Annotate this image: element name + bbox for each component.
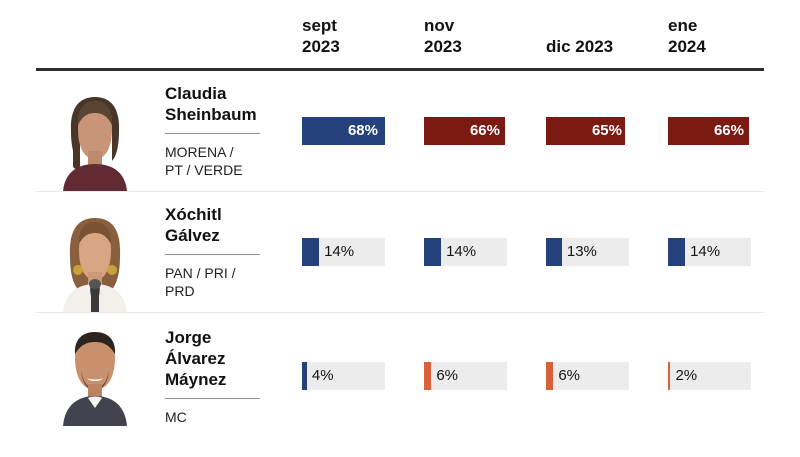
candidate-info: Claudia Sheinbaum MORENA / PT / VERDE: [165, 83, 302, 179]
poll-value-label: 13%: [566, 243, 597, 260]
candidate-row-galvez: Xóchitl Gálvez PAN / PRI / PRD 14% 14% 1…: [36, 192, 764, 313]
candidate-info: Jorge Álvarez Máynez MC: [165, 327, 302, 426]
poll-bar-maynez-sept-2023: 4%: [302, 362, 424, 390]
poll-bar-galvez-dic-2023: 13%: [546, 238, 668, 266]
poll-bar-sheinbaum-dic-2023: 65%: [546, 117, 668, 145]
poll-value-label: 2%: [675, 367, 698, 384]
name-underline: [165, 133, 260, 134]
candidate-party-line: PRD: [165, 283, 195, 299]
poll-value-label: 6%: [558, 367, 580, 384]
poll-value-label: 65%: [591, 122, 622, 139]
column-header-ene-2024: ene 2024: [668, 16, 706, 56]
candidate-row-maynez: Jorge Álvarez Máynez MC 4% 6% 6% 2%: [36, 313, 764, 453]
poll-value-label: 6%: [436, 367, 458, 384]
poll-bar-galvez-nov-2023: 14%: [424, 238, 546, 266]
candidate-party-line: MC: [165, 408, 187, 425]
poll-bar-maynez-dic-2023: 6%: [546, 362, 668, 390]
candidate-name-line: Máynez: [165, 369, 227, 389]
header-row: sept 2023 nov 2023 dic 2023 ene 2024: [36, 0, 764, 68]
candidate-info: Xóchitl Gálvez PAN / PRI / PRD: [165, 204, 302, 300]
poll-bar-galvez-sept-2023: 14%: [302, 238, 424, 266]
poll-bar-sheinbaum-sept-2023: 68%: [302, 117, 424, 145]
candidate-row-sheinbaum: Claudia Sheinbaum MORENA / PT / VERDE 68…: [36, 71, 764, 192]
poll-value-label: 68%: [347, 122, 378, 139]
candidate-name-line: Sheinbaum: [165, 105, 257, 124]
name-underline: [165, 397, 260, 399]
jorge-alvarez-maynez-portrait: [63, 332, 127, 426]
candidate-party-line: PT / VERDE: [165, 162, 243, 178]
xochitl-galvez-portrait: [63, 218, 127, 312]
poll-bar-galvez-ene-2024: 14%: [668, 238, 764, 266]
poll-value-label: 66%: [469, 122, 500, 139]
poll-bar-maynez-ene-2024: 2%: [668, 362, 764, 390]
claudia-sheinbaum-portrait: [63, 97, 127, 191]
name-underline: [165, 254, 260, 255]
candidate-name-line: Gálvez: [165, 226, 220, 245]
candidate-party-line: MORENA /: [165, 144, 234, 160]
poll-bar-sheinbaum-nov-2023: 66%: [424, 117, 546, 145]
candidate-name-line: Xóchitl: [165, 205, 222, 224]
candidate-party-line: PAN / PRI /: [165, 265, 236, 281]
poll-value-label: 4%: [311, 367, 334, 384]
poll-bar-sheinbaum-ene-2024: 66%: [668, 117, 764, 145]
candidate-name-line: Claudia: [165, 84, 227, 103]
poll-value-label: 66%: [713, 122, 744, 139]
candidate-name-line: Álvarez: [165, 348, 226, 368]
poll-value-label: 14%: [690, 243, 721, 260]
poll-value-label: 14%: [324, 243, 355, 260]
candidate-name-line: Jorge: [165, 327, 212, 347]
column-header-sept-2023: sept 2023: [302, 16, 340, 56]
column-header-nov-2023: nov 2023: [424, 16, 462, 56]
column-header-dic-2023: dic 2023: [546, 37, 614, 56]
poll-bar-maynez-nov-2023: 6%: [424, 362, 546, 390]
header-divider-line: [36, 68, 764, 71]
poll-value-label: 14%: [446, 243, 477, 260]
